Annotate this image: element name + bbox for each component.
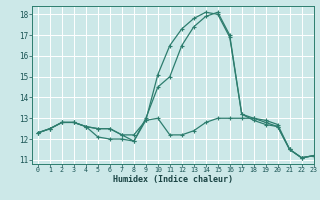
X-axis label: Humidex (Indice chaleur): Humidex (Indice chaleur) [113,175,233,184]
